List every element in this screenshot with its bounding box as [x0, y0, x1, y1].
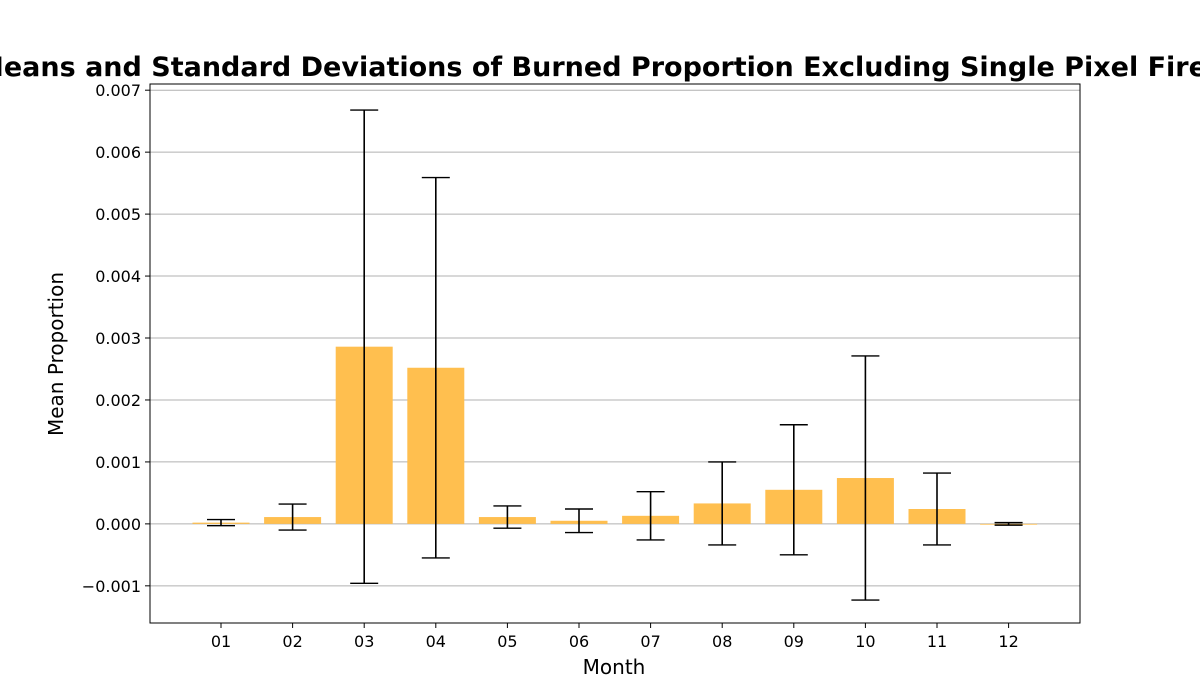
- x-tick-label: 09: [784, 632, 804, 651]
- x-axis-ticks: 01 02 03 04 05 06 07 08 09 10 11 12: [211, 623, 1019, 651]
- y-tick-label: 0.003: [95, 329, 141, 348]
- y-tick-label: 0.002: [95, 391, 141, 410]
- x-tick-label: 08: [712, 632, 732, 651]
- x-tick-label: 11: [927, 632, 947, 651]
- chart-title: Means and Standard Deviations of Burned …: [0, 52, 1200, 83]
- y-axis-label: Mean Proportion: [44, 272, 68, 436]
- y-tick-label: 0.005: [95, 205, 141, 224]
- x-tick-label: 04: [426, 632, 446, 651]
- x-tick-label: 02: [282, 632, 302, 651]
- y-tick-label: −0.001: [82, 577, 141, 596]
- y-tick-label: 0.004: [95, 267, 141, 286]
- error-bars: [207, 109, 1023, 601]
- x-tick-label: 12: [998, 632, 1018, 651]
- y-tick-label: 0.001: [95, 453, 141, 472]
- x-axis-label: Month: [583, 655, 646, 679]
- x-tick-label: 06: [569, 632, 589, 651]
- plot-frame: [149, 83, 1081, 624]
- y-tick-label: 0.007: [95, 81, 141, 100]
- y-tick-label: 0.006: [95, 143, 141, 162]
- x-tick-label: 05: [497, 632, 517, 651]
- y-axis-ticks: −0.001 0.000 0.001 0.002 0.003 0.004 0.005 0.00…: [82, 81, 150, 596]
- x-tick-label: 01: [211, 632, 231, 651]
- y-tick-label: 0.000: [95, 515, 141, 534]
- bars: [192, 346, 1038, 525]
- x-tick-label: 10: [855, 632, 875, 651]
- x-tick-label: 03: [354, 632, 374, 651]
- x-tick-label: 07: [640, 632, 660, 651]
